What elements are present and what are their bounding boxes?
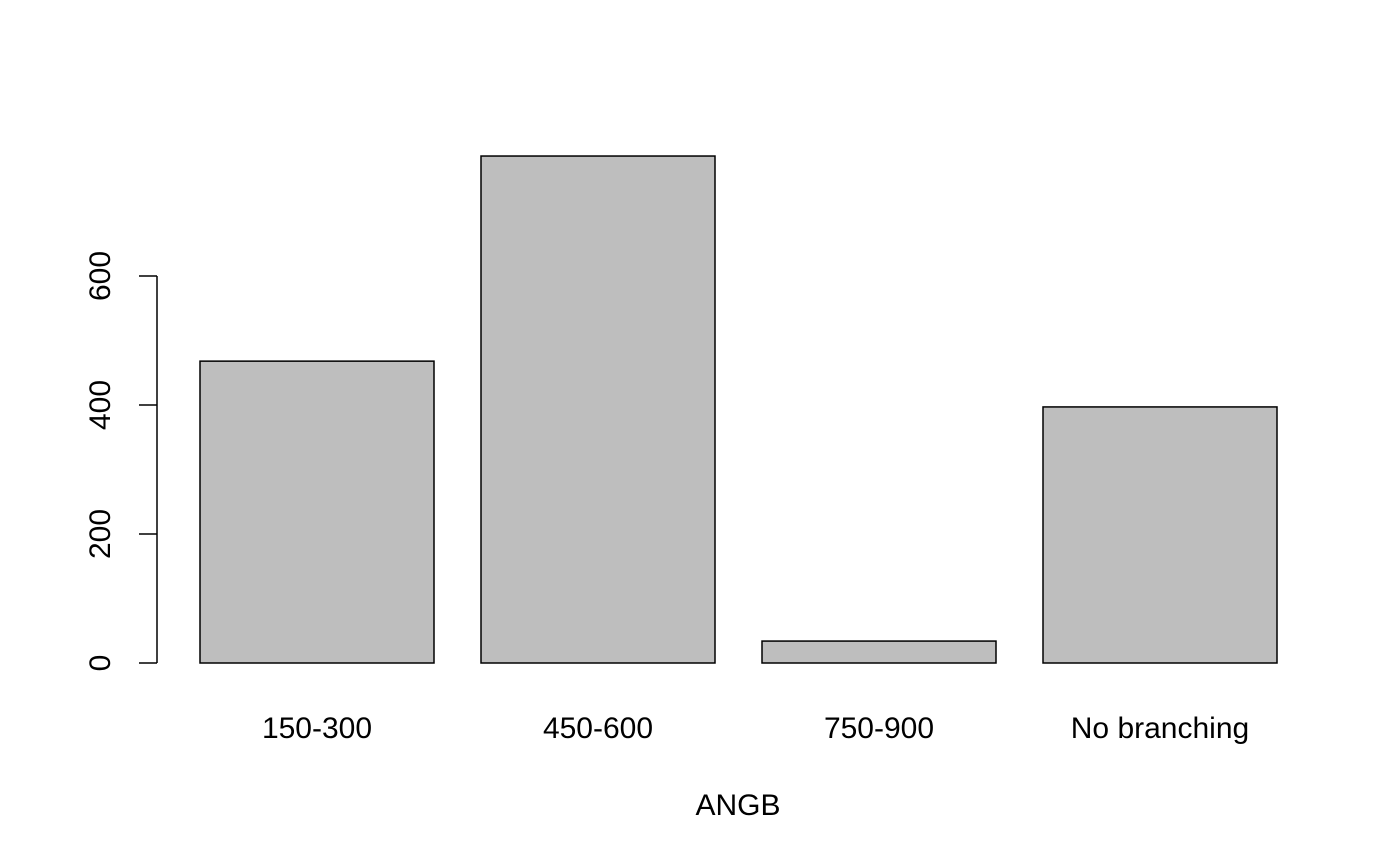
- y-tick-label: 0: [84, 655, 117, 672]
- bar-450-600: [480, 155, 716, 664]
- bar-750-900: [761, 640, 997, 664]
- y-tick-label: 400: [84, 380, 117, 430]
- x-axis-title: ANGB: [695, 789, 780, 822]
- y-tick-label: 200: [84, 509, 117, 559]
- category-label: 450-600: [543, 712, 653, 745]
- bars-group: [199, 155, 1278, 664]
- category-labels: 150-300 450-600 750-900 No branching: [262, 712, 1249, 745]
- bar-no-branching: [1042, 406, 1278, 664]
- y-tick-label: 600: [84, 251, 117, 301]
- y-axis: 0 200 400 600: [84, 251, 158, 672]
- bar-150-300: [199, 360, 435, 664]
- category-label: No branching: [1071, 712, 1249, 745]
- category-label: 150-300: [262, 712, 372, 745]
- category-label: 750-900: [824, 712, 934, 745]
